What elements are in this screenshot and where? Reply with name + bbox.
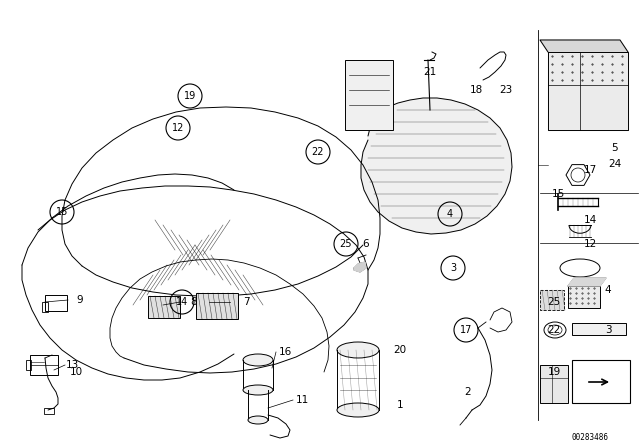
Text: 12: 12 bbox=[172, 123, 184, 133]
Bar bbox=[540, 365, 568, 403]
Polygon shape bbox=[568, 278, 606, 286]
Text: 22: 22 bbox=[547, 325, 561, 335]
Bar bbox=[540, 290, 564, 310]
Bar bbox=[45, 295, 67, 311]
Polygon shape bbox=[361, 98, 512, 234]
Bar bbox=[42, 302, 48, 312]
Bar bbox=[196, 293, 238, 319]
Polygon shape bbox=[540, 40, 628, 52]
Text: 21: 21 bbox=[424, 67, 436, 77]
Text: 2: 2 bbox=[465, 387, 471, 397]
Bar bbox=[572, 360, 630, 403]
Bar bbox=[26, 360, 31, 370]
Text: 15: 15 bbox=[56, 207, 68, 217]
Ellipse shape bbox=[243, 385, 273, 395]
Bar bbox=[148, 296, 180, 318]
Bar bbox=[30, 355, 58, 375]
Text: 13: 13 bbox=[65, 360, 79, 370]
Ellipse shape bbox=[337, 403, 379, 417]
Text: 24: 24 bbox=[609, 159, 621, 169]
Text: 1: 1 bbox=[397, 400, 403, 410]
Text: 12: 12 bbox=[584, 239, 596, 249]
Text: 20: 20 bbox=[394, 345, 406, 355]
Text: 19: 19 bbox=[547, 367, 561, 377]
Polygon shape bbox=[548, 52, 628, 130]
Text: 11: 11 bbox=[296, 395, 308, 405]
Text: 19: 19 bbox=[184, 91, 196, 101]
Text: 3: 3 bbox=[605, 325, 611, 335]
Text: 00283486: 00283486 bbox=[572, 434, 609, 443]
Text: 7: 7 bbox=[243, 297, 250, 307]
Text: 23: 23 bbox=[499, 85, 513, 95]
Text: 15: 15 bbox=[552, 189, 564, 199]
Text: 14: 14 bbox=[584, 215, 596, 225]
Text: 5: 5 bbox=[612, 143, 618, 153]
Text: 9: 9 bbox=[77, 295, 83, 305]
Ellipse shape bbox=[243, 354, 273, 366]
Text: 25: 25 bbox=[340, 239, 352, 249]
Ellipse shape bbox=[337, 342, 379, 358]
Text: 14: 14 bbox=[176, 297, 188, 307]
Text: 18: 18 bbox=[469, 85, 483, 95]
Text: 22: 22 bbox=[312, 147, 324, 157]
Text: 4: 4 bbox=[447, 209, 453, 219]
Text: 17: 17 bbox=[460, 325, 472, 335]
Bar bbox=[345, 60, 393, 130]
Text: 17: 17 bbox=[584, 165, 596, 175]
FancyBboxPatch shape bbox=[572, 323, 626, 335]
Bar bbox=[568, 286, 600, 308]
Text: 10: 10 bbox=[69, 367, 83, 377]
Text: 4: 4 bbox=[605, 285, 611, 295]
Text: 3: 3 bbox=[450, 263, 456, 273]
Text: 8: 8 bbox=[191, 297, 197, 307]
Text: 6: 6 bbox=[363, 239, 369, 249]
Text: 16: 16 bbox=[278, 347, 292, 357]
Polygon shape bbox=[354, 262, 366, 272]
Ellipse shape bbox=[248, 416, 268, 424]
Text: 25: 25 bbox=[547, 297, 561, 307]
Bar bbox=[44, 408, 54, 414]
